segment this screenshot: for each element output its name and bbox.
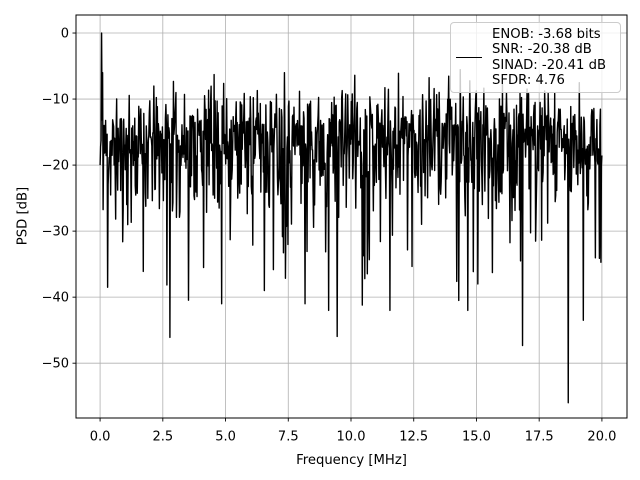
y-axis-label: PSD [dB] xyxy=(15,186,31,246)
legend-handle-column xyxy=(456,27,482,88)
legend-row-sfdr: SFDR: 4.76 xyxy=(492,73,565,89)
x-tick-label-20.0: 20.0 xyxy=(587,430,616,445)
legend-row-sinad: SINAD: -20.41 dB xyxy=(492,57,607,73)
x-tick-label-7.5: 7.5 xyxy=(278,430,299,445)
x-tick-label-17.5: 17.5 xyxy=(525,430,554,445)
x-tick-label-10.0: 10.0 xyxy=(337,430,366,445)
y-tick-label-−40: −40 xyxy=(42,291,69,306)
x-tick-label-12.5: 12.5 xyxy=(399,430,428,445)
y-tick-label-−10: −10 xyxy=(42,93,69,108)
x-tick-label-0.0: 0.0 xyxy=(90,430,111,445)
legend-box: ENOB: -3.68 bits SNR: -20.38 dB SINAD: -… xyxy=(450,22,621,93)
y-tick-label-0: 0 xyxy=(61,27,69,42)
legend-line-sample-icon xyxy=(456,56,482,59)
x-tick-label-5.0: 5.0 xyxy=(215,430,236,445)
x-tick-label-2.5: 2.5 xyxy=(152,430,173,445)
psd-noise-spectrum xyxy=(99,32,603,404)
legend-text-block: ENOB: -3.68 bits SNR: -20.38 dB SINAD: -… xyxy=(492,27,606,88)
legend-row-snr: SNR: -20.38 dB xyxy=(492,42,592,58)
y-tick-label-−30: −30 xyxy=(42,225,69,240)
y-tick-label-−20: −20 xyxy=(42,159,69,174)
x-tick-label-15.0: 15.0 xyxy=(462,430,491,445)
legend-row-enob: ENOB: -3.68 bits xyxy=(492,27,601,42)
x-axis-label: Frequency [MHz] xyxy=(296,453,407,468)
y-tick-label-−50: −50 xyxy=(42,357,69,372)
axes-spines xyxy=(75,14,628,419)
